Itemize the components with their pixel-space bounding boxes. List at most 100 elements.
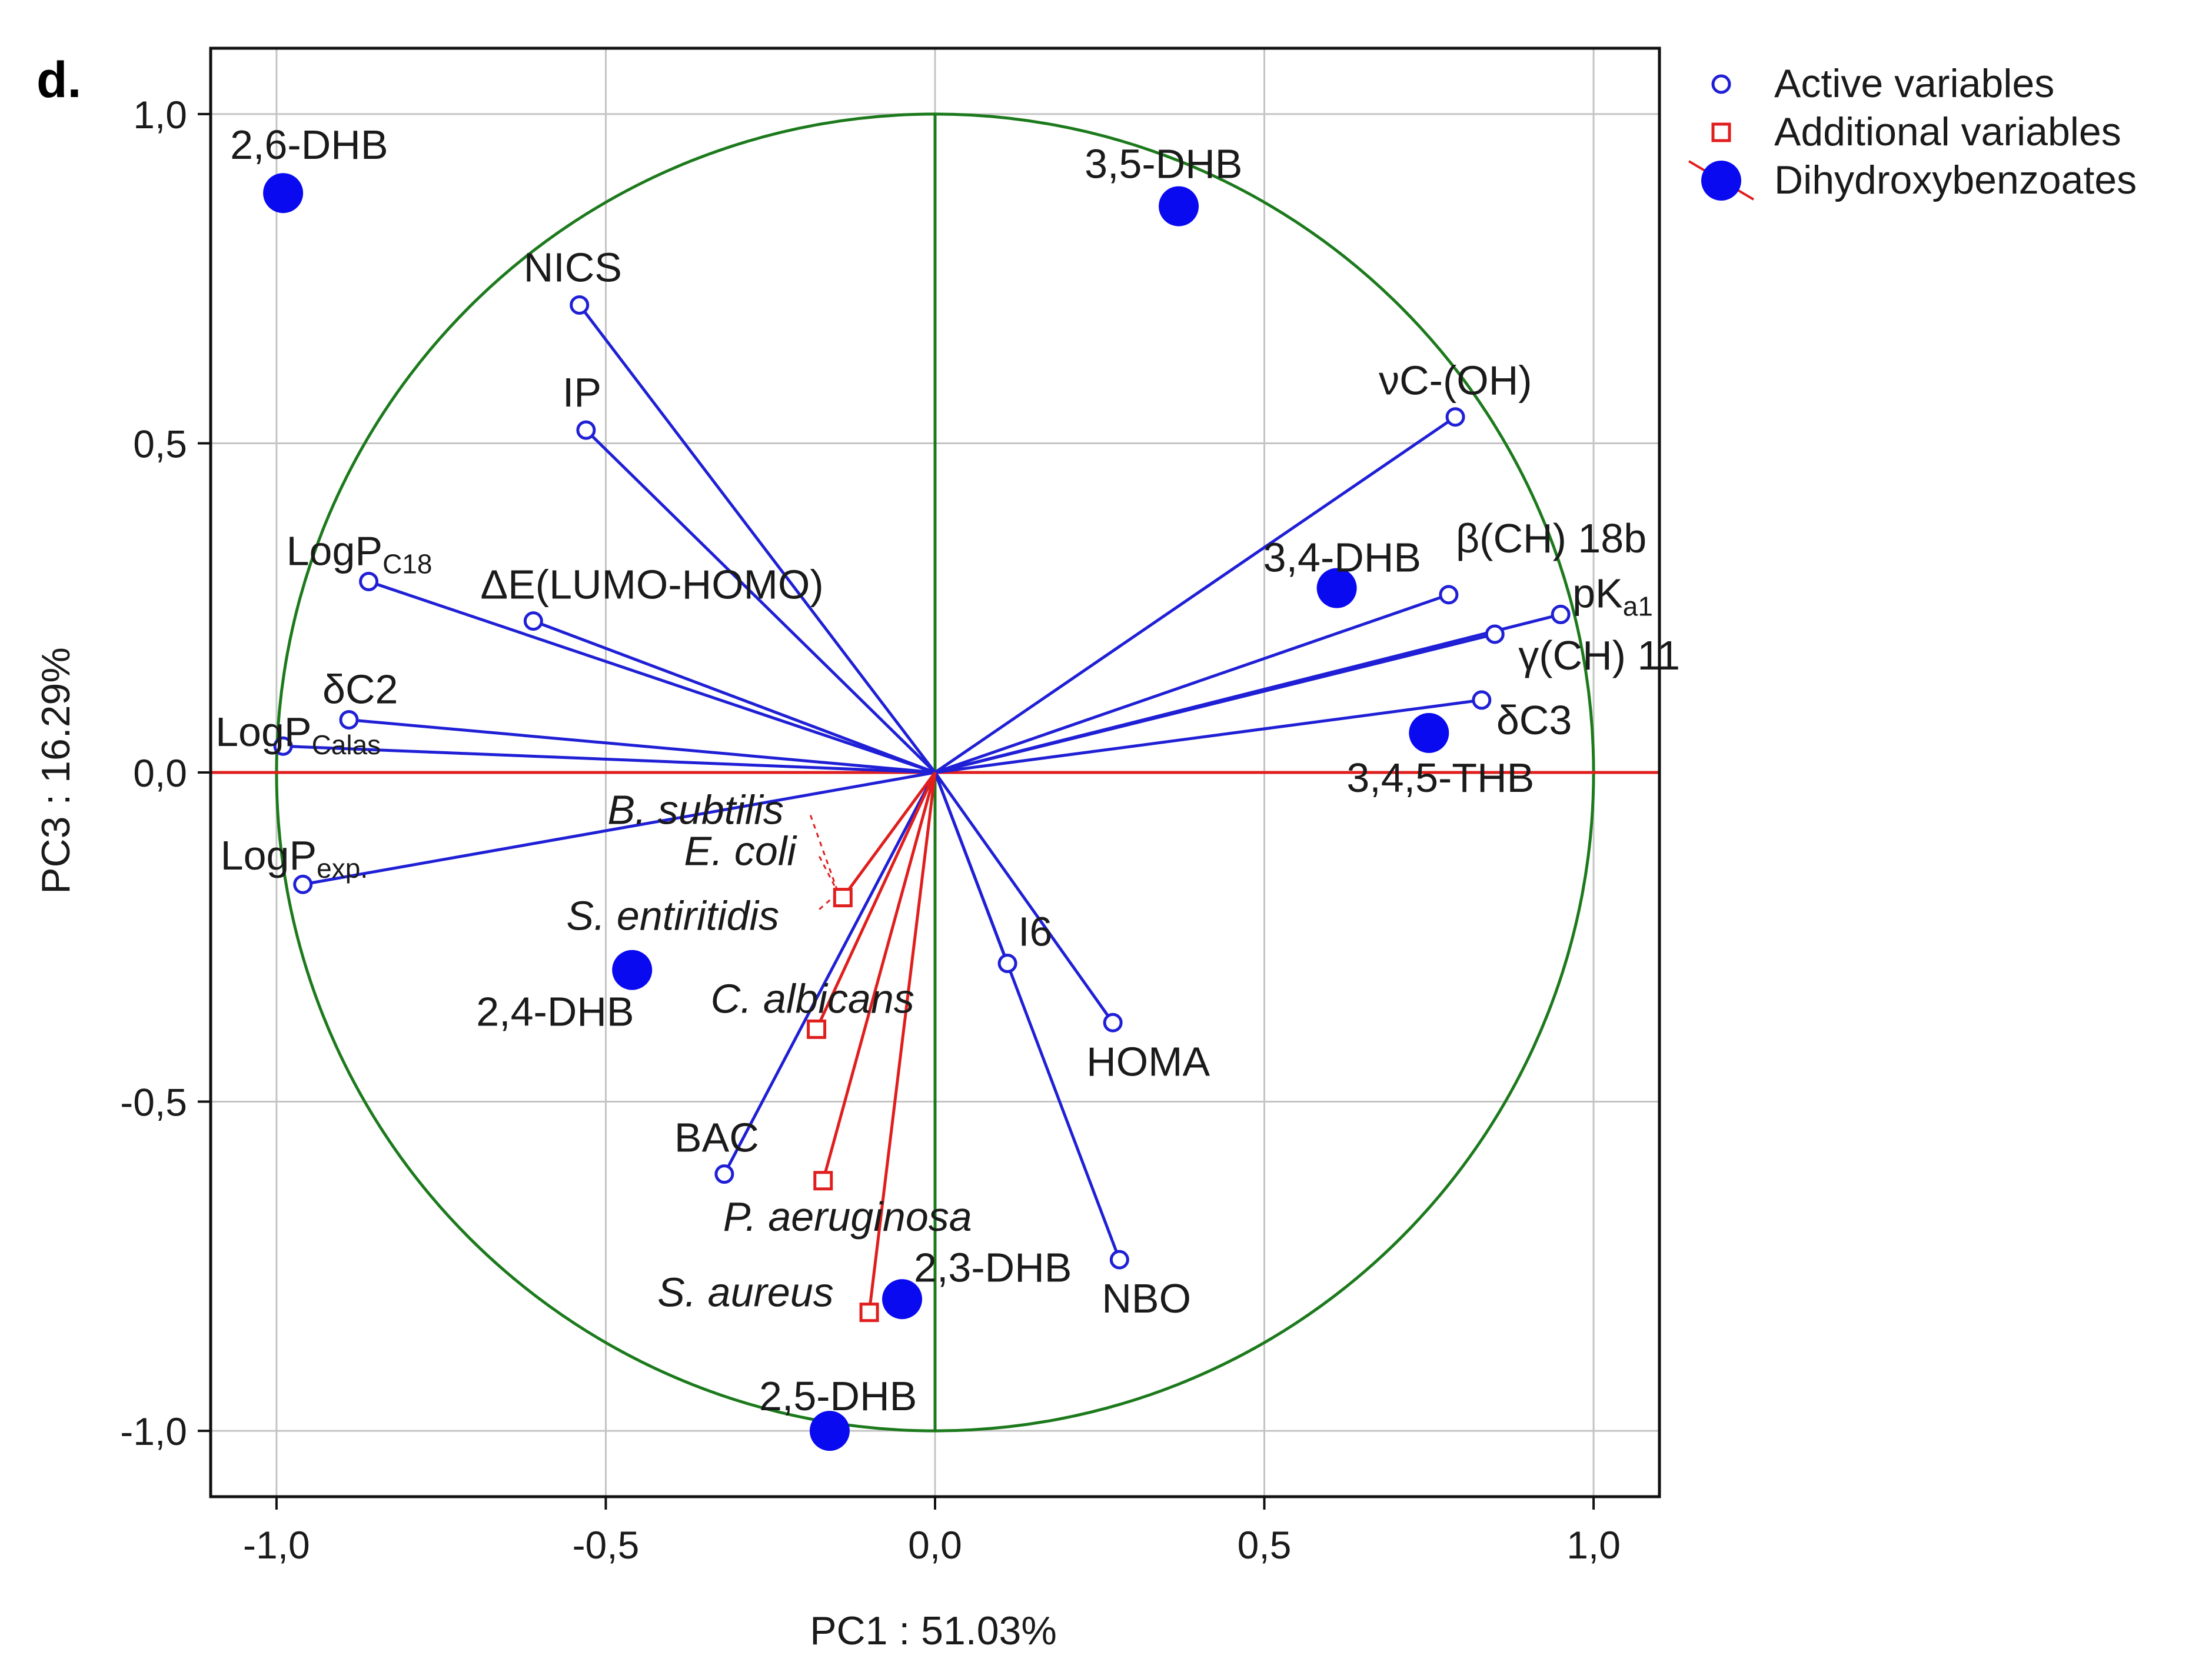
additional-variable-point <box>833 888 853 908</box>
active-variable-label: LogPCalas <box>215 709 381 760</box>
active-variable-point <box>997 954 1017 974</box>
additional-vector <box>841 771 937 899</box>
active-variable-label: β(CH) 18b <box>1456 515 1646 561</box>
compound-label: 2,5-DHB <box>759 1373 917 1419</box>
additional-vector <box>821 772 937 1181</box>
active-vector <box>934 593 1449 774</box>
active-variable-point <box>339 710 359 730</box>
additional-variable-label: S. entiritidis <box>566 893 779 939</box>
x-tick-label: 1,0 <box>1566 1523 1621 1567</box>
x-tick-label: -0,5 <box>573 1523 640 1567</box>
compound-label: 3,4-DHB <box>1263 535 1421 581</box>
active-variable-label: LogPexp. <box>221 832 368 884</box>
compound-point <box>1316 568 1357 608</box>
active-vector <box>533 619 936 774</box>
active-variable-point <box>523 611 543 631</box>
active-variable-point <box>273 736 293 756</box>
active-variable-label: pKa1 <box>1572 570 1653 621</box>
compound-point <box>263 173 304 214</box>
active-vector <box>585 429 936 774</box>
active-vector <box>302 771 936 886</box>
x-tick-label: -1,0 <box>243 1523 310 1567</box>
y-tick-label: 0,0 <box>133 751 187 795</box>
y-tick-label: -0,5 <box>120 1081 187 1124</box>
active-vector <box>934 632 1495 774</box>
additional-variable-label: E. coli <box>684 828 797 874</box>
additional-variable-label: S. aureus <box>657 1270 834 1315</box>
compound-point <box>809 1411 850 1451</box>
additional-variable-label: B. subtilis <box>607 787 784 833</box>
active-variable-label: I6 <box>1018 909 1052 955</box>
active-variable-point <box>1109 1250 1129 1270</box>
active-vector <box>578 304 936 774</box>
compound-point <box>882 1279 923 1320</box>
compound-point <box>1159 186 1199 227</box>
y-axis-title: PC3 : 16.29% <box>34 647 78 894</box>
loading-vectors <box>282 304 1561 1313</box>
tick-labels: -1,0 -0,5 0,0 0,5 1,0 -1,0 -0,5 0,0 0,5 1,0 <box>120 93 1621 1567</box>
active-vector <box>934 415 1456 774</box>
data-points <box>263 173 1571 1451</box>
active-vector <box>282 744 936 774</box>
active-variable-point <box>1551 604 1571 624</box>
active-vector <box>723 771 937 1175</box>
additional-variable-point <box>813 1171 833 1191</box>
y-tick-label: 1,0 <box>133 93 187 136</box>
active-variable-point <box>1472 690 1492 710</box>
active-variable-point <box>576 420 596 440</box>
panel-label: d. <box>36 52 81 108</box>
additional-variable-label: C. albicans <box>711 975 914 1021</box>
active-vector <box>933 771 1115 1024</box>
active-variable-label: NICS <box>524 244 622 290</box>
active-variable-label: δC3 <box>1496 697 1572 743</box>
x-tick-label: 0,5 <box>1238 1523 1292 1567</box>
compound-point <box>612 950 653 990</box>
legend-compound-marker <box>1701 161 1741 201</box>
compound-label: 2,4-DHB <box>476 989 634 1035</box>
legend-additional-marker <box>1711 122 1731 142</box>
legend-label: Active variables <box>1774 61 2054 106</box>
active-variable-point <box>1439 585 1459 605</box>
y-tick-label: -1,0 <box>120 1410 187 1453</box>
active-vector <box>934 698 1482 774</box>
active-variable-label: IP <box>563 369 601 415</box>
active-vector <box>348 718 936 774</box>
additional-vector <box>815 771 937 1030</box>
y-tick-label: 0,5 <box>133 422 187 465</box>
compound-label: 2,3-DHB <box>914 1244 1072 1290</box>
active-variable-label: BAC <box>674 1115 759 1161</box>
additional-variable-point <box>859 1303 879 1323</box>
legend-label: Additional variables <box>1774 109 2121 154</box>
active-variable-label: ΔE(LUMO-HOMO) <box>480 562 823 608</box>
active-variable-point <box>1103 1012 1123 1032</box>
compound-label: 3,4,5-THB <box>1346 755 1534 801</box>
label-leader-line <box>818 855 839 894</box>
legend-active-marker <box>1711 74 1731 94</box>
x-tick-label: 0,0 <box>908 1523 962 1567</box>
active-variable-point <box>714 1164 734 1184</box>
active-variable-label: NBO <box>1102 1275 1191 1321</box>
compound-point <box>1409 712 1449 753</box>
active-variable-label: LogPC18 <box>287 528 433 579</box>
compound-label: 2,6-DHB <box>230 122 388 168</box>
active-variable-point <box>359 571 379 591</box>
active-vector <box>933 772 1121 1261</box>
active-variable-point <box>570 295 590 315</box>
active-variable-label: HOMA <box>1086 1038 1210 1084</box>
active-variable-label: γ(CH) 11 <box>1518 632 1680 678</box>
active-variable-point <box>1445 407 1465 427</box>
additional-vector <box>867 772 937 1313</box>
active-variable-label: δC2 <box>322 666 398 712</box>
additional-variable-label: P. aeruginosa <box>723 1194 972 1240</box>
compound-label: 3,5-DHB <box>1085 141 1242 187</box>
label-leader-line <box>809 815 839 894</box>
active-variable-point <box>293 874 313 894</box>
additional-variable-point <box>807 1019 827 1039</box>
active-vector <box>368 580 936 774</box>
active-variable-point <box>1485 624 1505 644</box>
x-axis-title: PC1 : 51.03% <box>810 1608 1057 1653</box>
legend-label: Dihydroxybenzoates <box>1774 158 2137 202</box>
